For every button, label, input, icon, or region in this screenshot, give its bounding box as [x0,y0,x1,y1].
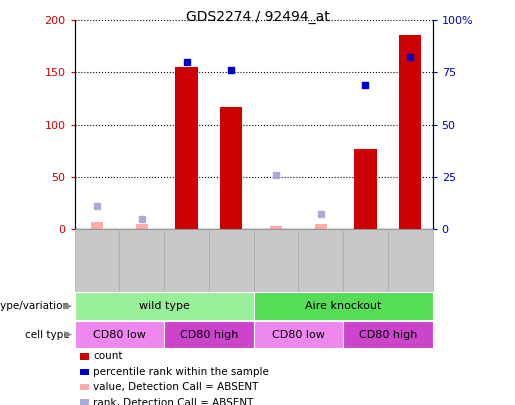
Text: CD80 high: CD80 high [358,330,417,339]
Text: CD80 low: CD80 low [93,330,146,339]
Bar [91,222,103,229]
Bar [270,226,282,229]
Bar [399,35,421,229]
Bar [354,149,376,229]
Text: rank, Detection Call = ABSENT: rank, Detection Call = ABSENT [93,398,253,405]
Text: wild type: wild type [139,301,190,311]
Text: genotype/variation: genotype/variation [0,301,70,311]
Text: GDS2274 / 92494_at: GDS2274 / 92494_at [185,10,330,24]
Bar [175,67,198,229]
Text: value, Detection Call = ABSENT: value, Detection Call = ABSENT [93,382,259,392]
Text: count: count [93,352,123,361]
Bar [315,224,327,229]
Text: Aire knockout: Aire knockout [305,301,381,311]
Text: cell type: cell type [25,330,70,339]
Bar [220,107,243,229]
Text: CD80 low: CD80 low [272,330,325,339]
Text: CD80 high: CD80 high [180,330,238,339]
Text: percentile rank within the sample: percentile rank within the sample [93,367,269,377]
Bar [135,224,148,229]
